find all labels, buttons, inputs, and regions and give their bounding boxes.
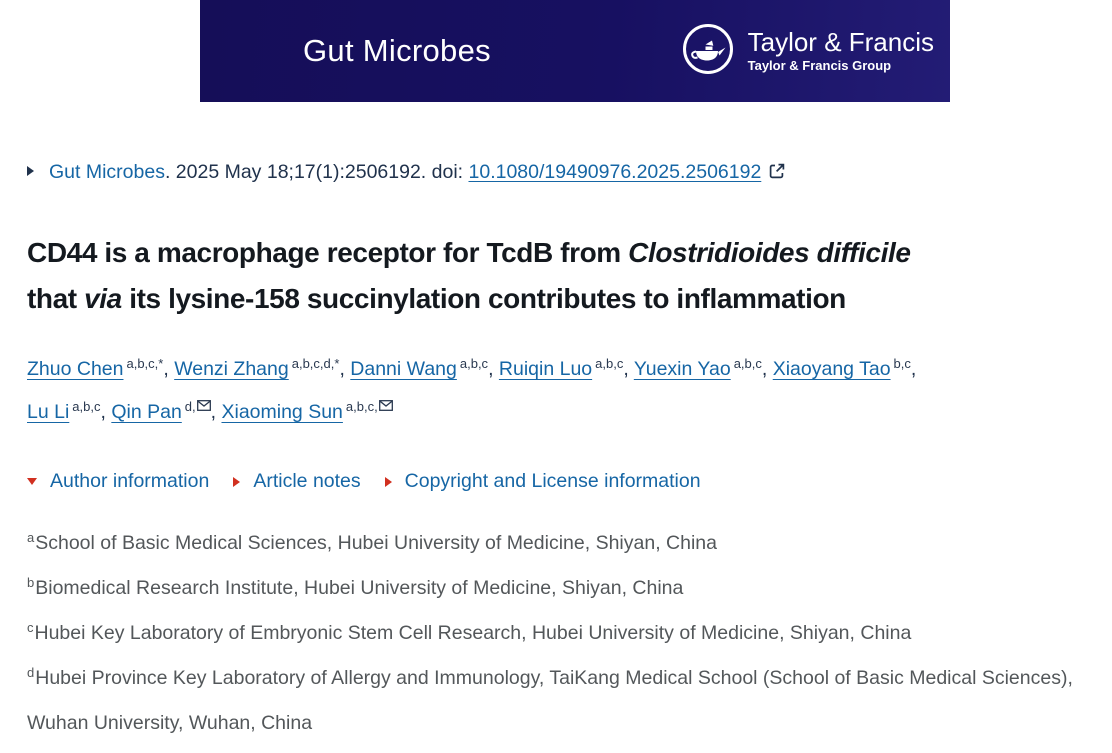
envelope-icon[interactable] <box>196 400 211 423</box>
triangle-right-icon <box>27 166 34 176</box>
author-separator: , <box>761 358 773 380</box>
info-link-label: Article notes <box>253 470 361 492</box>
triangle-right-icon <box>233 476 241 487</box>
author-separator: , <box>100 401 112 423</box>
author-separator: , <box>910 358 917 380</box>
author-separator: , <box>339 358 351 380</box>
envelope-icon[interactable] <box>378 400 393 423</box>
author-separator: , <box>210 401 222 423</box>
title-part-italic: Clostridioides difficile <box>628 237 911 268</box>
info-link-label: Copyright and License information <box>404 470 701 492</box>
affiliation: dHubei Province Key Laboratory of Allerg… <box>27 656 1085 746</box>
taylor-francis-logo: Taylor & Francis Taylor & Francis Group <box>681 22 934 81</box>
journal-banner: Gut Microbes Taylor & Francis Taylor & F… <box>200 0 950 102</box>
author-superscript: a,b,c <box>595 356 624 371</box>
citation-line: Gut Microbes. 2025 May 18;17(1):2506192.… <box>27 159 1085 186</box>
author-list: Zhuo Chen a,b,c,*, Wenzi Zhang a,b,c,d,*, … <box>27 348 1085 434</box>
triangle-down-icon <box>27 478 37 485</box>
affiliation-superscript: d <box>27 665 35 680</box>
article-info-links: Author information Article notes Copyrig… <box>27 470 1085 493</box>
article-notes-toggle[interactable]: Article notes <box>233 470 361 493</box>
author-separator: , <box>488 358 499 380</box>
affiliation: aSchool of Basic Medical Sciences, Hubei… <box>27 521 1085 566</box>
publisher-name: Taylor & Francis <box>747 27 934 58</box>
article-title: CD44 is a macrophage receptor for TcdB f… <box>27 230 1085 322</box>
author-link[interactable]: Lu Li <box>27 401 70 423</box>
lamp-icon <box>681 22 735 81</box>
author-separator: , <box>163 358 175 380</box>
info-link-label: Author information <box>50 470 210 492</box>
author-link[interactable]: Zhuo Chen <box>27 358 124 380</box>
journal-link[interactable]: Gut Microbes <box>49 161 165 183</box>
author-superscript: a,b,c <box>733 356 762 371</box>
affiliation: cHubei Key Laboratory of Embryonic Stem … <box>27 611 1085 656</box>
author-superscript: b,c <box>893 356 911 371</box>
author-superscript: a,b,c <box>72 399 101 414</box>
affiliation-text: School of Basic Medical Sciences, Hubei … <box>35 532 717 554</box>
author-superscript: d, <box>184 399 196 414</box>
title-part: CD44 is a macrophage receptor for TcdB f… <box>27 237 629 268</box>
affiliation-text: Hubei Province Key Laboratory of Allergy… <box>27 667 1073 734</box>
author-link[interactable]: Xiaoming Sun <box>221 401 343 423</box>
journal-title: Gut Microbes <box>303 33 491 68</box>
publisher-group: Taylor & Francis Group <box>747 58 892 74</box>
author: Wenzi Zhang a,b,c,d,*, <box>174 356 351 380</box>
affiliation: bBiomedical Research Institute, Hubei Un… <box>27 566 1085 611</box>
author-link[interactable]: Ruiqin Luo <box>498 358 593 380</box>
affiliation-list: aSchool of Basic Medical Sciences, Hubei… <box>27 521 1085 746</box>
author-superscript: a,b,c, <box>345 399 378 414</box>
doi-link[interactable]: 10.1080/19490976.2025.2506192 <box>468 161 762 183</box>
author-superscript: a,b,c,* <box>126 356 164 371</box>
citation-meta: . 2025 May 18;17(1):2506192. doi: <box>164 161 469 183</box>
publisher-wordmark: Taylor & Francis Taylor & Francis Group <box>747 27 934 74</box>
author: Zhuo Chen a,b,c,*, <box>27 356 175 380</box>
triangle-right-icon <box>384 476 392 487</box>
external-link-icon[interactable] <box>761 161 786 183</box>
author: Lu Li a,b,c, <box>27 399 112 423</box>
title-part: its lysine-158 succinylation contributes… <box>121 283 846 314</box>
author: Danni Wang a,b,c, <box>350 356 499 380</box>
title-part: that <box>27 283 85 314</box>
author-separator: , <box>623 358 634 380</box>
author-superscript: a,b,c,d,* <box>291 356 340 371</box>
author: Yuexin Yao a,b,c, <box>633 356 773 380</box>
affiliation-superscript: b <box>27 575 35 590</box>
author-link[interactable]: Qin Pan <box>111 401 182 423</box>
affiliation-superscript: a <box>27 530 35 545</box>
author-superscript: a,b,c <box>459 356 489 371</box>
title-part-italic: via <box>84 283 122 314</box>
author: Xiaoming Sun a,b,c, <box>221 399 393 423</box>
author: Qin Pan d,, <box>111 399 222 423</box>
author-link[interactable]: Wenzi Zhang <box>174 358 289 380</box>
author: Xiaoyang Tao b,c, <box>772 356 917 380</box>
author-link[interactable]: Danni Wang <box>350 358 457 380</box>
affiliation-text: Hubei Key Laboratory of Embryonic Stem C… <box>34 622 912 644</box>
author-link[interactable]: Yuexin Yao <box>633 358 731 380</box>
author-link[interactable]: Xiaoyang Tao <box>772 358 891 380</box>
copyright-license-toggle[interactable]: Copyright and License information <box>384 470 701 493</box>
author: Ruiqin Luo a,b,c, <box>498 356 634 380</box>
author-information-toggle[interactable]: Author information <box>27 470 209 493</box>
affiliation-superscript: c <box>27 620 34 635</box>
affiliation-text: Biomedical Research Institute, Hubei Uni… <box>35 577 684 599</box>
